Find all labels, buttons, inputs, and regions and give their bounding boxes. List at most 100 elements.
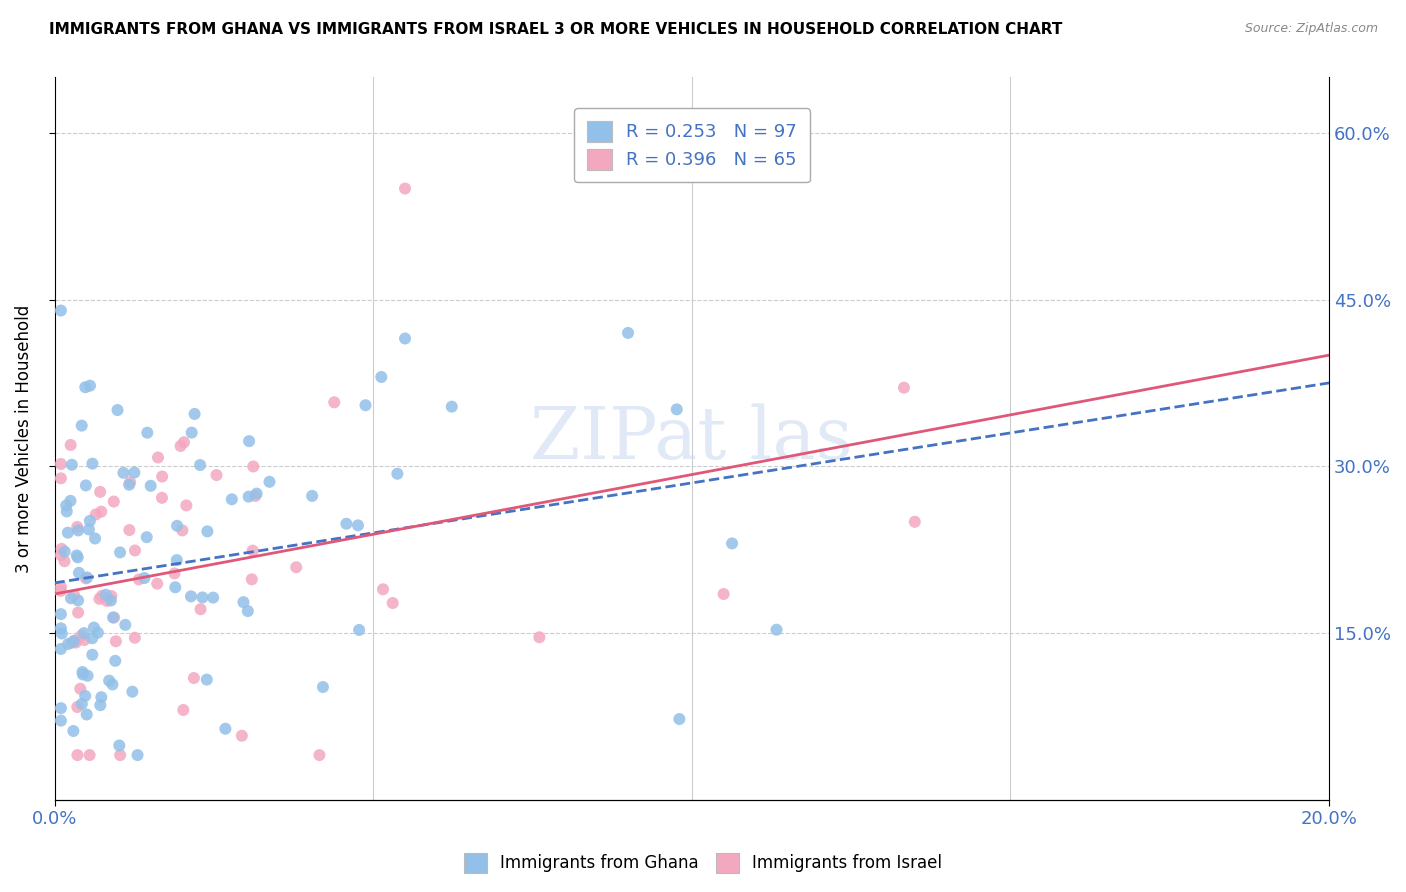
Point xyxy=(65,635,87,649)
Point xyxy=(90,505,112,519)
Point xyxy=(60,636,83,650)
Point xyxy=(713,587,735,601)
Point xyxy=(150,491,173,505)
Point xyxy=(166,553,188,567)
Text: Source: ZipAtlas.com: Source: ZipAtlas.com xyxy=(1244,22,1378,36)
Point xyxy=(370,370,392,384)
Point xyxy=(49,701,72,715)
Point xyxy=(121,684,143,698)
Text: ZIPat las: ZIPat las xyxy=(530,403,853,474)
Point xyxy=(301,489,323,503)
Point xyxy=(172,524,194,538)
Point xyxy=(77,523,100,537)
Point xyxy=(104,654,127,668)
Point xyxy=(63,588,86,602)
Point xyxy=(150,469,173,483)
Point xyxy=(124,466,146,480)
Point xyxy=(70,697,93,711)
Point xyxy=(617,326,640,340)
Point xyxy=(191,591,214,605)
Point xyxy=(76,570,98,584)
Point xyxy=(134,571,156,585)
Point xyxy=(84,508,107,522)
Point xyxy=(180,590,202,604)
Point xyxy=(665,402,688,417)
Point xyxy=(58,637,80,651)
Point xyxy=(89,484,111,499)
Point xyxy=(214,722,236,736)
Point xyxy=(76,707,98,722)
Point xyxy=(354,398,377,412)
Point xyxy=(79,378,101,392)
Point xyxy=(205,468,228,483)
Point xyxy=(285,560,308,574)
Point xyxy=(114,618,136,632)
Point xyxy=(66,700,89,714)
Point xyxy=(79,514,101,528)
Point xyxy=(66,748,89,763)
Point xyxy=(96,594,118,608)
Point xyxy=(118,523,141,537)
Point xyxy=(75,380,97,394)
Point xyxy=(89,591,111,606)
Point xyxy=(51,541,73,556)
Point xyxy=(394,331,416,345)
Point xyxy=(387,467,409,481)
Point xyxy=(87,625,110,640)
Point xyxy=(108,748,131,763)
Point xyxy=(335,516,357,531)
Point xyxy=(79,748,101,763)
Point xyxy=(165,580,187,594)
Point xyxy=(49,641,72,656)
Point xyxy=(120,475,142,490)
Point xyxy=(173,435,195,450)
Point xyxy=(195,524,218,539)
Point xyxy=(169,439,191,453)
Point xyxy=(49,548,72,562)
Point xyxy=(72,667,94,681)
Point xyxy=(67,606,90,620)
Point xyxy=(236,604,259,618)
Point xyxy=(202,591,225,605)
Point xyxy=(308,748,330,763)
Point xyxy=(146,576,169,591)
Point xyxy=(232,595,254,609)
Point xyxy=(49,580,72,594)
Point xyxy=(59,493,82,508)
Point xyxy=(108,545,131,559)
Point xyxy=(101,610,124,624)
Text: IMMIGRANTS FROM GHANA VS IMMIGRANTS FROM ISRAEL 3 OR MORE VEHICLES IN HOUSEHOLD : IMMIGRANTS FROM GHANA VS IMMIGRANTS FROM… xyxy=(49,22,1063,37)
Point xyxy=(70,418,93,433)
Point xyxy=(172,703,194,717)
Point xyxy=(100,589,122,603)
Point xyxy=(49,607,72,621)
Point xyxy=(62,724,84,739)
Point xyxy=(139,479,162,493)
Point xyxy=(242,459,264,474)
Point xyxy=(59,438,82,452)
Point xyxy=(73,626,96,640)
Point xyxy=(62,634,84,648)
Point xyxy=(765,623,787,637)
Point xyxy=(100,593,122,607)
Point xyxy=(163,566,186,581)
Point xyxy=(323,395,346,409)
Point xyxy=(893,381,915,395)
Point xyxy=(529,630,551,644)
Point xyxy=(136,425,159,440)
Point xyxy=(231,729,253,743)
Point xyxy=(394,181,416,195)
Point xyxy=(59,591,82,606)
Point xyxy=(245,489,267,503)
Point xyxy=(53,554,76,568)
Point xyxy=(49,471,72,485)
Point xyxy=(73,633,96,648)
Point xyxy=(183,671,205,685)
Point xyxy=(76,669,98,683)
Point xyxy=(49,583,72,598)
Point xyxy=(112,466,135,480)
Legend: Immigrants from Ghana, Immigrants from Israel: Immigrants from Ghana, Immigrants from I… xyxy=(457,847,949,880)
Point xyxy=(98,673,121,688)
Point xyxy=(55,499,77,513)
Point xyxy=(104,634,127,648)
